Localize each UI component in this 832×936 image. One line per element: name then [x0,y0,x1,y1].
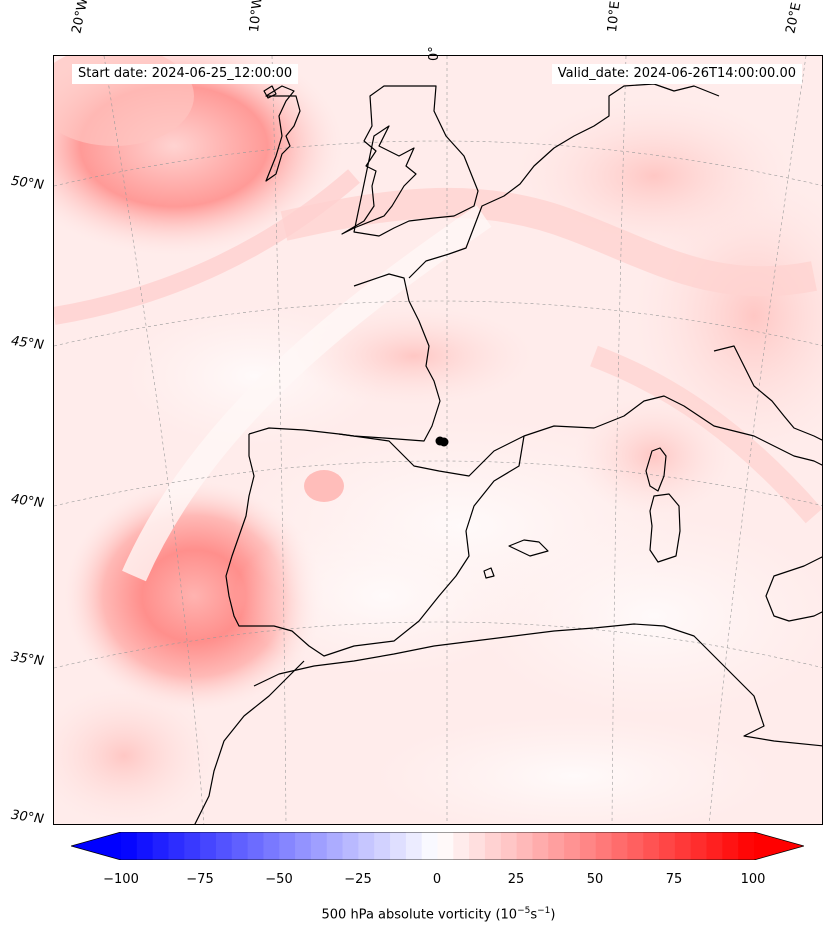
colorbar-segment [611,832,628,860]
colorbar-segment [184,832,201,860]
colorbar-segment [453,832,470,860]
colorbar-tick: −50 [265,872,293,887]
colorbar-segment [310,832,328,860]
colorbar-segment [579,832,597,860]
start-date-label: Start date: 2024-06-25_12:00:00 [72,64,299,84]
france-coast [338,273,441,442]
lon-label-0: 0° [427,46,442,61]
morocco-atlantic-coast [194,660,305,824]
colorbar-segment [722,832,739,860]
lat-label-40n: 40°N [10,491,45,512]
valid-date-label: Valid_date: 2024-06-26T14:00:00.00 [551,64,802,84]
ireland-coast [265,85,301,182]
colorbar-segment [390,832,407,860]
corsica-coast [645,447,667,492]
colorbar-tick: −25 [344,872,372,887]
colorbar-extend-high [754,832,804,860]
colorbar-segment [136,832,154,860]
colorbar-segment [627,832,644,860]
lat-label-30n: 30°N [10,807,45,828]
english-channel-coast [408,83,720,279]
lat-label-50n: 50°N [10,173,45,194]
colorbar-segment [374,832,391,860]
colorbar-extend-low [71,832,121,860]
north-africa-coast [253,623,822,747]
colorbar-segment [516,832,533,860]
lat-label-35n: 35°N [10,649,45,670]
colorbar-segment [215,832,233,860]
colorbar-tick: −100 [103,872,139,887]
colorbar-segment [295,832,312,860]
map-panel [53,55,823,825]
colorbar-segment [152,832,169,860]
sardinia-coast [649,493,681,563]
colorbar-tick: −75 [186,872,214,887]
lon-label-10w: 10°W [247,0,266,33]
lat-label-45n: 45°N [10,333,45,354]
colorbar-segment [738,832,755,860]
marker-cluster [435,436,449,447]
colorbar-segment [168,832,185,860]
colorbar-segment [200,832,217,860]
scotland-islands [263,85,277,99]
colorbar-segment [690,832,708,860]
colorbar-segment [405,832,423,860]
colorbar-tick: 75 [665,872,683,887]
colorbar-tick: 50 [586,872,604,887]
iberia-coast [248,395,822,477]
colorbar-segment [326,832,344,860]
colorbar-segments [121,832,755,860]
lon-label-10e: 10°E [605,0,624,34]
meridian-10e [611,56,627,824]
meridian-20e [708,56,807,824]
colorbar-segment [564,832,581,860]
colorbar-segment [532,832,549,860]
meridian-20w [103,56,205,824]
colorbar-segment [706,832,723,860]
vorticity-field [54,56,822,824]
vorticity-map [54,56,822,824]
iberia-east-coast [225,434,525,657]
lon-label-20w: 20°W [69,0,92,36]
colorbar [71,832,804,860]
colorbar-segment [484,832,502,860]
colorbar-segment [659,832,676,860]
colorbar-segment [643,832,660,860]
colorbar-tick: 0 [432,872,442,887]
colorbar-label: 500 hPa absolute vorticity (10−5s−1) [321,906,556,923]
colorbar-segment [121,832,138,860]
colorbar-tick: 25 [507,872,525,887]
colorbar-segment [437,832,454,860]
colorbar-tick: 100 [740,872,766,887]
colorbar-segment [358,832,375,860]
great-britain-coast [341,85,479,237]
colorbar-segment [247,832,264,860]
colorbar-segment [500,832,518,860]
coastlines [194,83,822,824]
colorbar-segment [231,832,249,860]
colorbar-segment [674,832,692,860]
italy-coast [713,345,822,622]
colorbar-segment [263,832,280,860]
colorbar-segment [342,832,359,860]
colorbar-segment [279,832,296,860]
colorbar-segment [421,832,438,860]
colorbar-segment [469,832,486,860]
lon-label-20e: 20°E [783,1,805,36]
colorbar-segment [595,832,613,860]
balearics-coast [483,539,549,579]
colorbar-segment [548,832,565,860]
meridian-10w [271,56,287,824]
